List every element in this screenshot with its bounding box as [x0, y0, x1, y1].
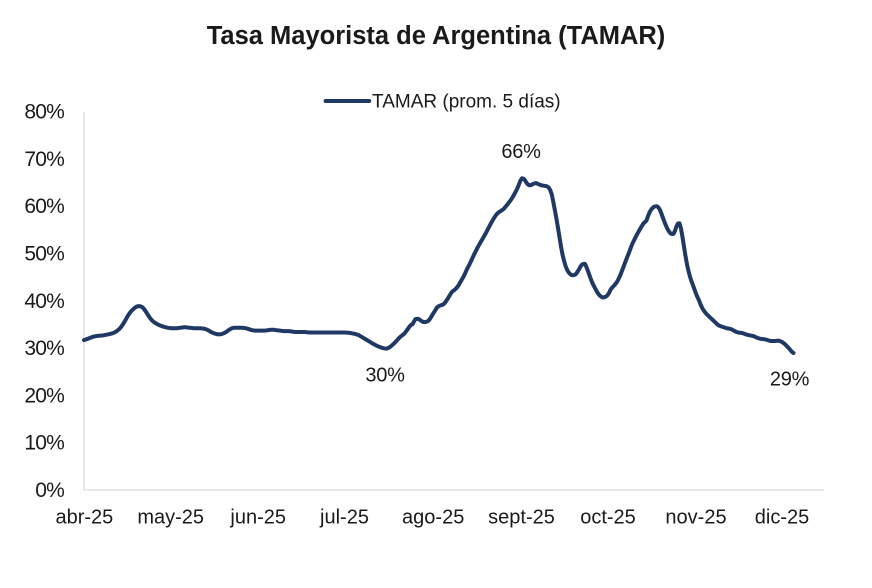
svg-text:0%: 0%	[35, 479, 64, 502]
svg-text:sept-25: sept-25	[488, 507, 555, 529]
svg-text:ago-25: ago-25	[402, 507, 464, 529]
svg-text:Tasa Mayorista de Argentina (T: Tasa Mayorista de Argentina (TAMAR)	[207, 22, 666, 50]
svg-text:TAMAR (prom. 5 días): TAMAR (prom. 5 días)	[372, 92, 561, 113]
svg-text:66%: 66%	[501, 141, 541, 163]
svg-text:29%: 29%	[770, 369, 810, 391]
svg-text:oct-25: oct-25	[580, 507, 636, 529]
svg-text:80%: 80%	[24, 101, 64, 124]
svg-text:10%: 10%	[24, 432, 64, 455]
svg-text:abr-25: abr-25	[55, 507, 113, 529]
svg-text:50%: 50%	[24, 243, 64, 266]
svg-text:nov-25: nov-25	[665, 507, 726, 529]
svg-text:30%: 30%	[365, 365, 405, 387]
svg-text:60%: 60%	[24, 195, 64, 218]
svg-text:jun-25: jun-25	[229, 507, 286, 529]
svg-text:jul-25: jul-25	[319, 507, 369, 529]
svg-text:40%: 40%	[24, 290, 64, 313]
svg-text:20%: 20%	[24, 384, 64, 407]
svg-text:70%: 70%	[24, 148, 64, 171]
svg-text:may-25: may-25	[137, 507, 204, 529]
svg-text:30%: 30%	[24, 337, 64, 360]
svg-text:dic-25: dic-25	[755, 507, 809, 529]
